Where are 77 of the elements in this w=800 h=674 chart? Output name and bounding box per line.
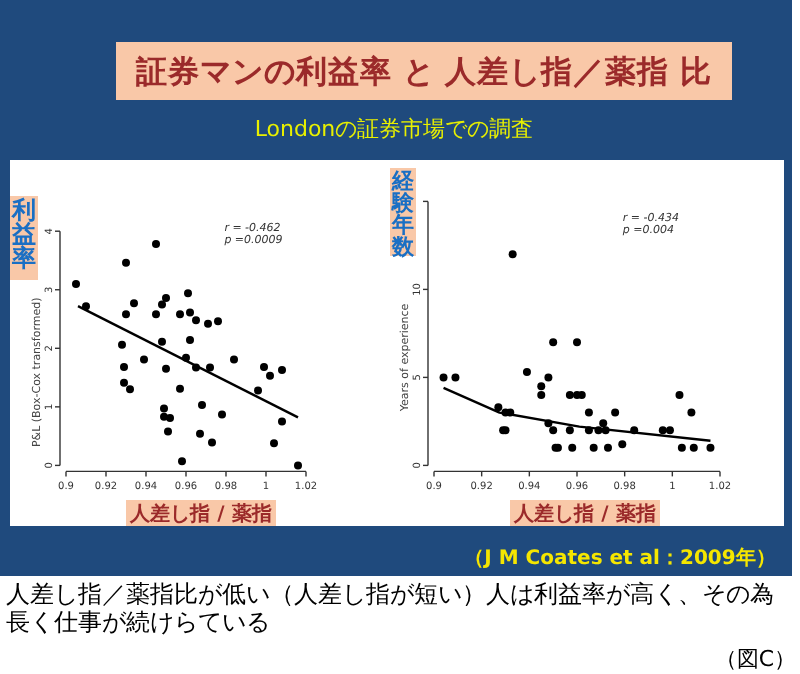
point <box>677 443 686 452</box>
point <box>537 382 546 391</box>
text: Londonの証券市場での調査 <box>254 116 534 142</box>
point <box>584 408 593 417</box>
point <box>618 440 627 449</box>
text: 経験年数 <box>390 168 416 260</box>
point <box>122 310 130 319</box>
point <box>603 443 612 452</box>
point <box>176 310 184 319</box>
point <box>658 426 667 435</box>
point <box>573 338 581 347</box>
point <box>565 391 574 399</box>
point <box>689 443 698 452</box>
point <box>178 457 186 466</box>
point <box>208 438 216 447</box>
point <box>152 240 160 249</box>
point <box>522 368 531 377</box>
text: 利益率 <box>10 196 36 272</box>
point <box>549 426 558 435</box>
text: 人差し指／薬指比が低い（人差し指が短い）人は利益率が高く、その為長く仕事が続けらている <box>6 580 776 636</box>
point <box>186 336 194 345</box>
point <box>549 338 558 347</box>
point <box>186 308 194 317</box>
point <box>611 408 620 417</box>
point <box>214 317 222 326</box>
point <box>160 404 168 413</box>
point <box>568 443 577 452</box>
x-axis-title: 人差し指 / 薬指 <box>128 502 272 526</box>
point <box>218 410 226 419</box>
point <box>206 363 214 372</box>
point <box>162 293 170 302</box>
point <box>122 258 130 267</box>
point <box>230 355 238 364</box>
point <box>184 289 192 298</box>
point <box>270 439 278 448</box>
point <box>166 413 174 422</box>
point <box>687 408 696 417</box>
text: 証券マンの利益率 と 人差し指／薬指 比 <box>133 54 713 90</box>
text: （図C） <box>714 646 796 672</box>
point <box>451 373 460 382</box>
point <box>198 401 206 410</box>
point <box>294 461 302 470</box>
point <box>494 403 503 412</box>
point <box>130 299 138 308</box>
point <box>158 300 166 309</box>
point <box>278 365 286 374</box>
point <box>158 337 166 346</box>
point <box>544 373 553 382</box>
point <box>162 364 170 373</box>
point <box>706 443 715 452</box>
point <box>589 443 598 452</box>
point <box>126 385 134 394</box>
point <box>260 363 268 372</box>
point <box>665 426 674 435</box>
point <box>675 391 684 399</box>
point <box>118 340 126 349</box>
point <box>152 310 160 319</box>
point <box>204 319 212 328</box>
point <box>278 417 286 426</box>
point <box>140 355 148 364</box>
point <box>120 378 128 387</box>
point <box>164 427 172 436</box>
point <box>537 391 546 399</box>
point <box>565 426 574 435</box>
point <box>120 363 128 372</box>
point <box>266 371 274 380</box>
point <box>254 386 262 395</box>
x-axis-title: 人差し指 / 薬指 <box>512 502 656 526</box>
point <box>176 384 184 393</box>
text: （J M Coates et al：2009年） <box>464 546 776 570</box>
point <box>72 279 80 288</box>
point <box>192 316 200 325</box>
point <box>82 302 90 311</box>
point <box>439 373 448 382</box>
point <box>599 419 608 428</box>
point <box>508 250 517 259</box>
point <box>196 429 204 438</box>
